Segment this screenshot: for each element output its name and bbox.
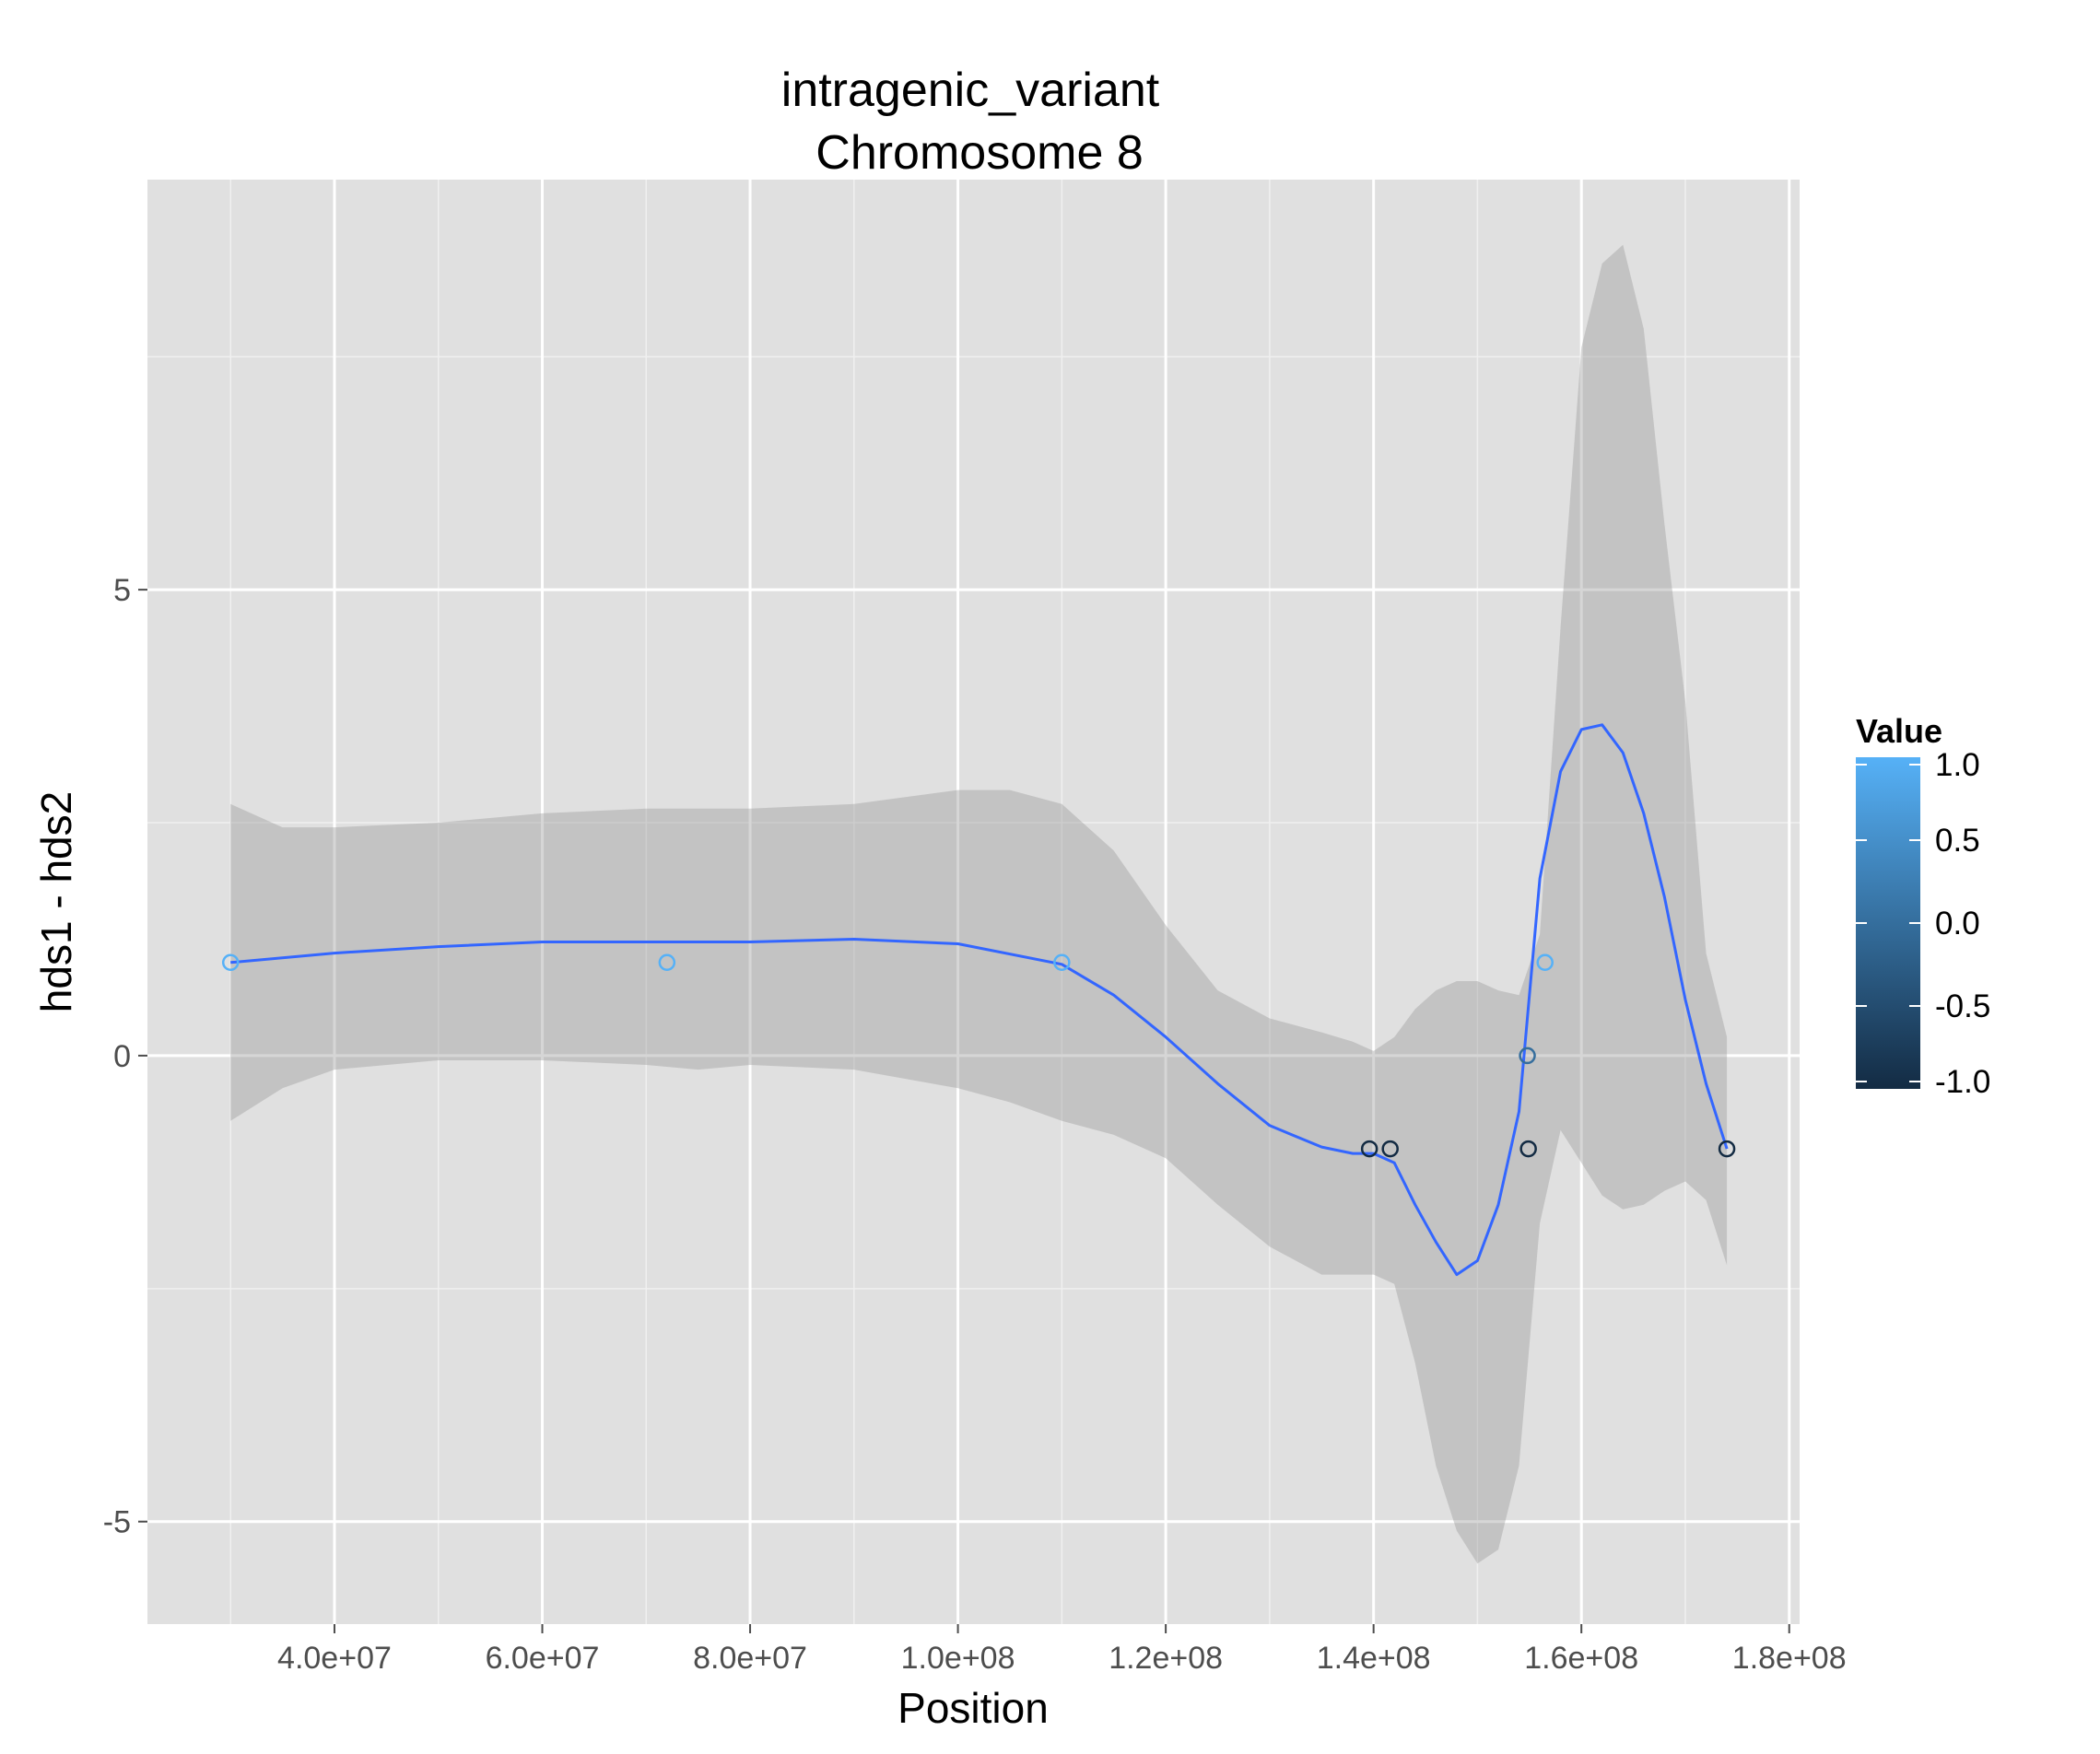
major-gridlines	[147, 180, 1800, 1624]
confidence-band-layer	[230, 244, 1728, 1564]
legend-label: 1.0	[1935, 747, 1980, 783]
y-axis-ticks: -5 0 5	[103, 573, 147, 1540]
x-axis-ticks: 4.0e+07 6.0e+07 8.0e+07 1.0e+08 1.2e+08 1.4e+…	[277, 1624, 1847, 1676]
y-tick-label: 5	[113, 573, 131, 608]
x-tick-label: 1.4e+08	[1317, 1641, 1431, 1676]
y-axis-title: hds1 - hds2	[32, 791, 80, 1012]
color-legend: Value 1.0 0.5 0.0 -0.5 -1.0	[1856, 712, 1990, 1100]
legend-label: -1.0	[1935, 1064, 1990, 1100]
x-tick-label: 1.8e+08	[1732, 1641, 1847, 1676]
legend-label: 0.5	[1935, 823, 1980, 859]
x-tick-label: 1.2e+08	[1109, 1641, 1223, 1676]
data-point	[1718, 1140, 1736, 1158]
chart-title: intragenic_variant Chromosome 8	[781, 64, 1160, 180]
confidence-band	[230, 244, 1728, 1564]
legend-label: 0.0	[1935, 906, 1980, 941]
data-point	[658, 953, 676, 972]
y-tick-label: 0	[113, 1039, 131, 1074]
data-point	[1381, 1140, 1399, 1158]
x-axis-title: Position	[897, 1684, 1049, 1732]
data-point	[1053, 953, 1071, 972]
data-points-layer	[221, 953, 1736, 1158]
minor-gridlines	[147, 180, 1800, 1624]
chart-title-line2: Chromosome 8	[815, 126, 1143, 180]
data-point	[1360, 1140, 1378, 1158]
x-tick-label: 1.6e+08	[1524, 1641, 1638, 1676]
legend-title: Value	[1856, 712, 1942, 750]
data-point	[1536, 953, 1554, 972]
data-point	[1519, 1140, 1537, 1158]
x-tick-label: 1.0e+08	[901, 1641, 1015, 1676]
legend-label: -0.5	[1935, 988, 1990, 1024]
smooth-line	[230, 723, 1729, 1277]
x-tick-label: 8.0e+07	[693, 1641, 807, 1676]
data-point	[221, 953, 240, 972]
data-point	[1519, 1047, 1536, 1065]
plot-panel	[147, 180, 1800, 1624]
x-tick-label: 6.0e+07	[486, 1641, 600, 1676]
smooth-line-layer	[230, 723, 1729, 1277]
x-tick-label: 4.0e+07	[277, 1641, 392, 1676]
legend-ticks: 1.0 0.5 0.0 -0.5 -1.0	[1856, 747, 1990, 1100]
y-tick-label: -5	[103, 1505, 131, 1540]
chart-title-line1: intragenic_variant	[781, 64, 1160, 117]
